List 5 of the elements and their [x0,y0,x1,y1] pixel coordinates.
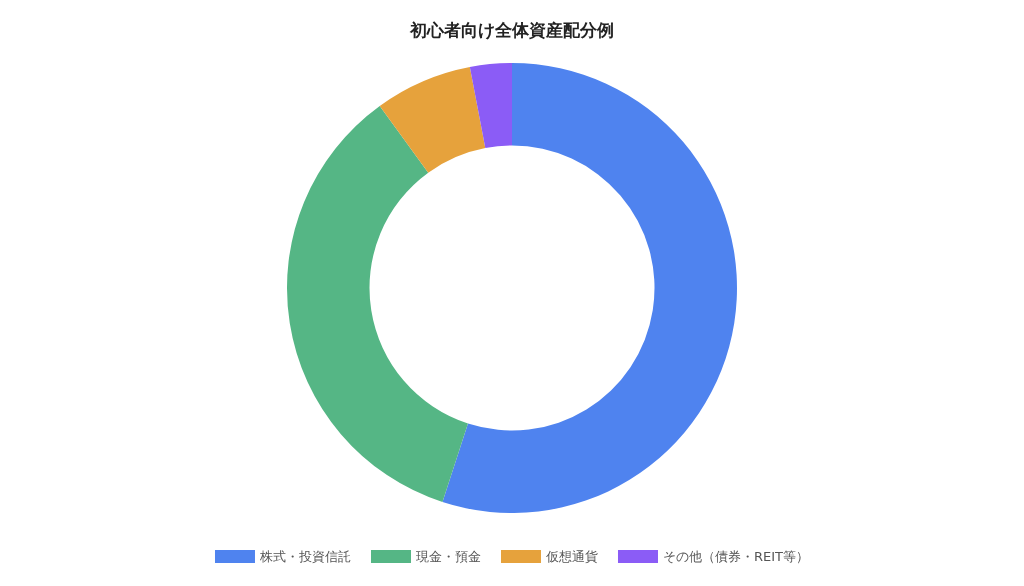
legend-label: 現金・預金 [415,549,481,564]
legend-label: 仮想通貨 [544,549,598,564]
legend-label: その他（債券・REIT等） [662,549,810,564]
legend-label: 株式・投資信託 [258,549,351,564]
chart-title: 初心者向け全体資産配分例 [409,19,614,40]
